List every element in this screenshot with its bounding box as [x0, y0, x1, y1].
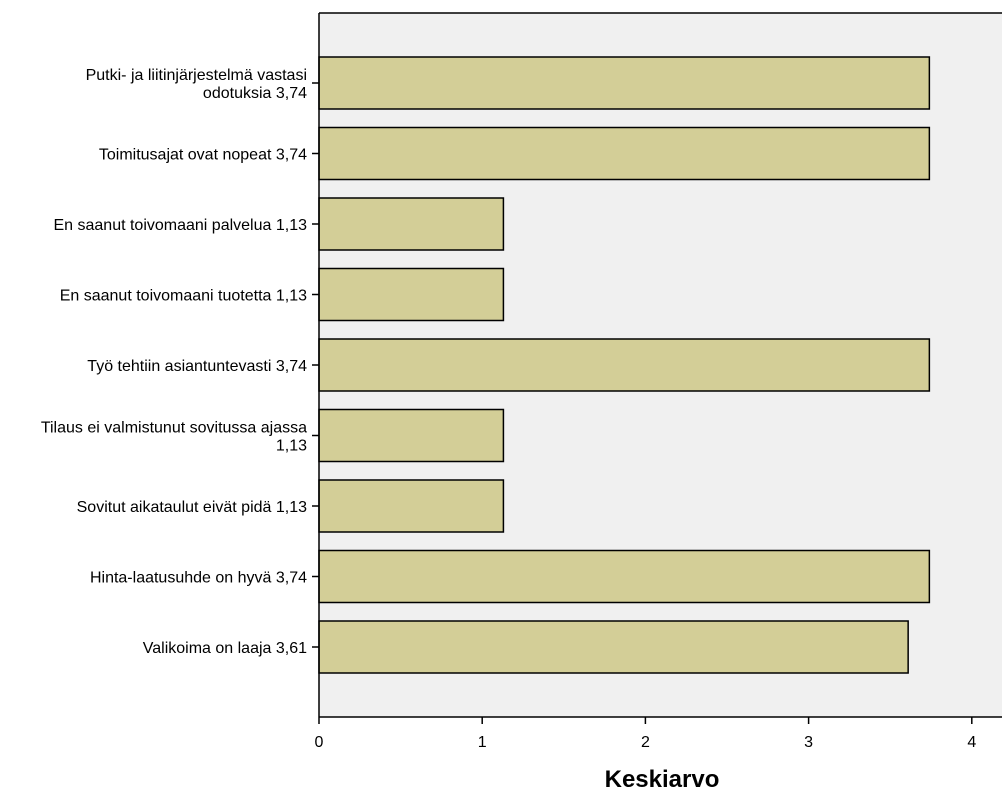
x-tick-label-3: 3 [804, 734, 813, 751]
category-label-1: Toimitusajat ovat nopeat 3,74 [99, 147, 307, 164]
category-label-5: Tilaus ei valmistunut sovitussa ajassa 1,… [41, 420, 307, 455]
category-labels: Putki- ja liitinjärjestelmä vastasi odotu… [41, 67, 307, 657]
x-tick-label-2: 2 [641, 734, 650, 751]
category-label-2: En saanut toivomaani palvelua 1,13 [53, 217, 307, 234]
category-label-3: En saanut toivomaani tuotetta 1,13 [60, 288, 307, 305]
bar-1 [318, 126, 931, 181]
x-axis-title: Keskiarvo [605, 766, 720, 789]
y-axis-ticks [312, 82, 319, 648]
bars-group [318, 56, 931, 674]
category-label-0: Putki- ja liitinjärjestelmä vastasi odotu… [86, 67, 308, 102]
bar-8 [318, 620, 909, 674]
bar-2 [318, 197, 505, 251]
category-label-4: Työ tehtiin asiantuntevasti 3,74 [87, 358, 307, 375]
x-tick-label-4: 4 [967, 734, 976, 751]
bar-5 [318, 408, 505, 463]
category-label-8: Valikoima on laaja 3,61 [143, 640, 307, 657]
bar-4 [318, 338, 931, 392]
bar-3 [318, 267, 505, 322]
category-label-7: Hinta-laatusuhde on hyvä 3,74 [90, 570, 307, 587]
bar-0 [318, 56, 931, 110]
x-tick-label-1: 1 [478, 734, 487, 751]
bar-6 [318, 479, 505, 533]
bar-7 [318, 549, 931, 604]
category-label-6: Sovitut aikataulut eivät pidä 1,13 [77, 499, 307, 516]
x-axis-ticks: 0 1 2 3 4 [315, 717, 976, 751]
x-tick-label-0: 0 [315, 734, 324, 751]
